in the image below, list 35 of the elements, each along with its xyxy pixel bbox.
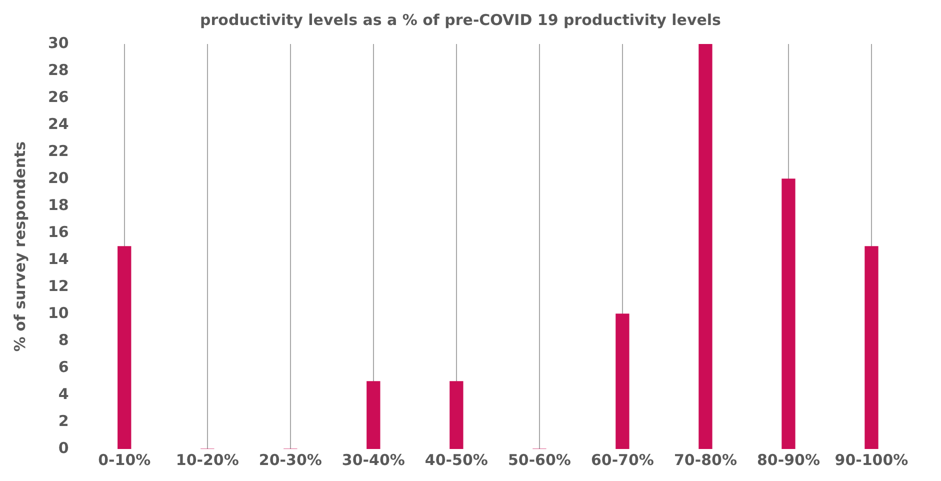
y-tick-label: 14: [48, 250, 69, 268]
y-tick-label: 0: [58, 438, 69, 457]
x-tick-label: 70-80%: [674, 450, 737, 469]
y-tick-label: 16: [48, 222, 69, 241]
y-tick-label: 12: [48, 276, 69, 295]
x-tick-label: 90-100%: [834, 450, 908, 469]
chart-title: productivity levels as a % of pre-COVID 19 productivity levels: [200, 10, 722, 29]
x-tick-label: 40-50%: [424, 450, 488, 469]
y-tick-label: 30: [48, 34, 69, 52]
bar: [698, 44, 712, 449]
x-tick-label: 0-10%: [98, 450, 151, 469]
y-axis-title: % of survey respondents: [10, 141, 29, 352]
x-tick-label: 60-70%: [590, 450, 654, 469]
x-tick-label: 50-60%: [508, 450, 571, 469]
bar: [118, 246, 132, 449]
y-tick-label: 6: [58, 358, 69, 376]
y-tick-label: 24: [48, 114, 69, 133]
y-tick-label: 28: [48, 60, 69, 79]
y-tick-label: 4: [58, 384, 69, 403]
bar: [450, 381, 464, 449]
x-tick-label: 80-90%: [756, 450, 820, 469]
y-tick-label: 22: [48, 142, 69, 160]
y-tick-label: 8: [58, 330, 69, 349]
x-tick-label: 20-30%: [258, 450, 322, 469]
bar: [616, 314, 630, 449]
bar: [782, 178, 796, 449]
x-tick-label: 10-20%: [176, 450, 239, 469]
y-tick-label: 10: [48, 304, 69, 322]
y-tick-label: 20: [48, 168, 69, 187]
bar: [366, 381, 380, 449]
x-tick-label: 30-40%: [342, 450, 405, 469]
y-tick-label: 2: [58, 412, 69, 430]
y-tick-label: 18: [48, 196, 69, 214]
bar: [864, 246, 878, 449]
y-tick-label: 26: [48, 88, 69, 106]
